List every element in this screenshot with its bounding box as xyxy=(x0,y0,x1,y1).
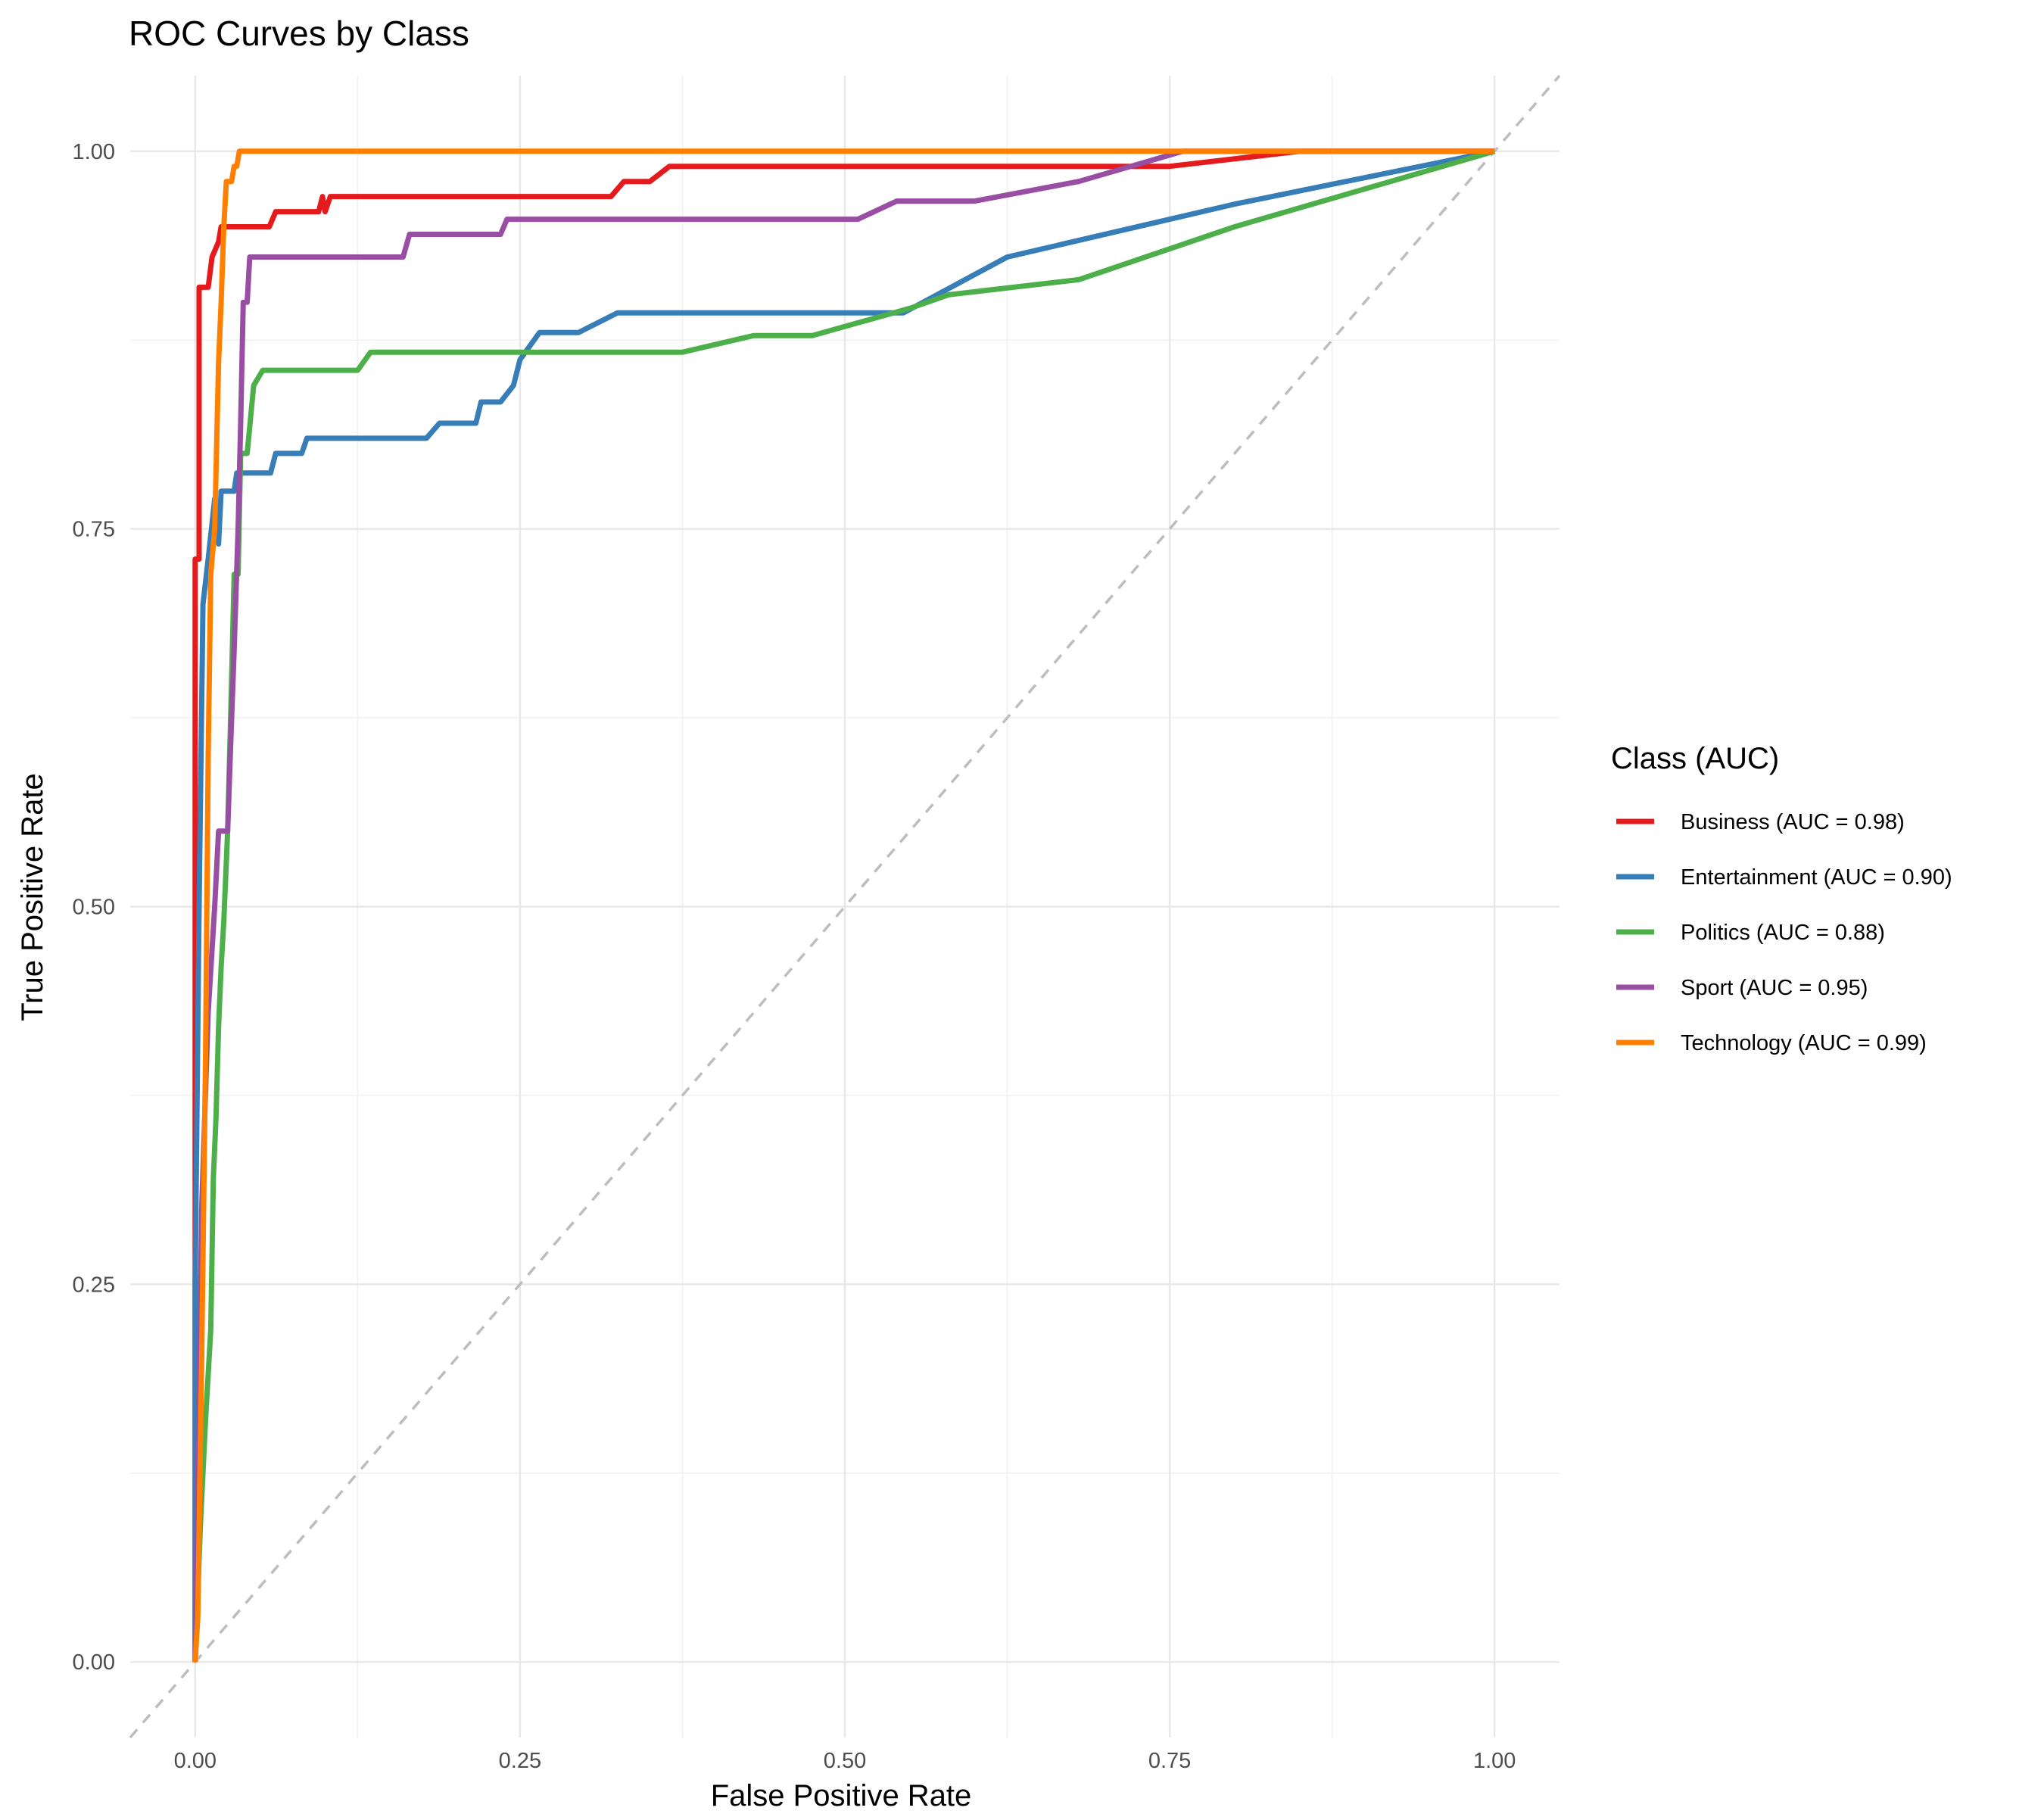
y-tick-label: 0.75 xyxy=(73,518,115,542)
x-tick-label: 0.50 xyxy=(824,1749,866,1773)
y-axis-label: True Positive Rate xyxy=(16,773,49,1021)
legend-items: Business (AUC = 0.98) Entertainment (AUC … xyxy=(1616,810,1952,1055)
x-tick-label: 0.00 xyxy=(174,1749,217,1773)
legend-label-4: Sport (AUC = 0.95) xyxy=(1681,976,1868,1000)
series-line-5 xyxy=(192,148,1495,1663)
x-axis-ticks: 0.00 0.25 0.50 0.75 1.00 xyxy=(174,1749,1516,1773)
legend-label-1: Business (AUC = 0.98) xyxy=(1681,810,1905,834)
chart-title: ROC Curves by Class xyxy=(129,14,469,53)
x-tick-label: 0.75 xyxy=(1148,1749,1191,1773)
series-line-4 xyxy=(192,148,1495,1663)
series-lines xyxy=(192,148,1496,1663)
x-axis-label: False Positive Rate xyxy=(711,1779,972,1812)
legend: Class (AUC) Business (AUC = 0.98) Enterta… xyxy=(1611,742,1952,1055)
legend-label-3: Politics (AUC = 0.88) xyxy=(1681,921,1885,945)
y-tick-label: 0.25 xyxy=(73,1273,115,1297)
y-tick-label: 0.00 xyxy=(73,1650,115,1675)
y-tick-label: 1.00 xyxy=(73,140,115,164)
y-tick-label: 0.50 xyxy=(73,896,115,920)
series-line-1 xyxy=(192,148,1495,1663)
legend-title: Class (AUC) xyxy=(1611,742,1779,775)
y-axis-ticks: 0.00 0.25 0.50 0.75 1.00 xyxy=(73,140,115,1675)
x-tick-label: 0.25 xyxy=(499,1749,541,1773)
x-tick-label: 1.00 xyxy=(1473,1749,1516,1773)
series-line-2 xyxy=(192,148,1495,1663)
legend-label-2: Entertainment (AUC = 0.90) xyxy=(1681,865,1952,890)
plot-panel xyxy=(129,74,1561,1739)
legend-label-5: Technology (AUC = 0.99) xyxy=(1681,1031,1927,1055)
